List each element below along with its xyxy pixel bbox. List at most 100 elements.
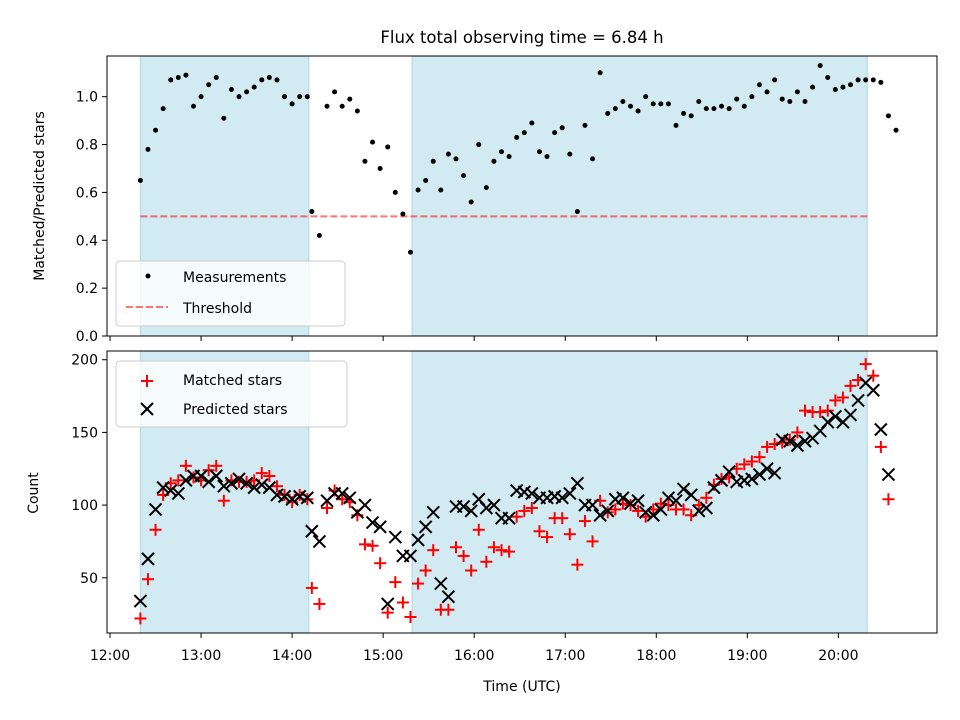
measurement-point (461, 173, 467, 179)
matched-star-point (654, 497, 667, 510)
ratio-panel: 0.0 0.2 0.4 0.6 0.8 1.0 Matched/Predicted sta… (32, 55, 938, 345)
y-tick-label: 0.0 (76, 329, 98, 345)
matched-star-point (134, 612, 147, 625)
measurement-point (802, 98, 808, 104)
predicted-star-point (464, 504, 478, 518)
predicted-star-point (874, 422, 888, 437)
predicted-star-point (828, 409, 843, 424)
predicted-star-points (133, 376, 896, 611)
matched-star-point (700, 491, 713, 504)
measurement-point (688, 113, 694, 119)
matched-star-point (457, 549, 470, 562)
predicted-star-point (563, 486, 577, 501)
measurement-point (304, 94, 310, 100)
measurement-point (153, 127, 159, 133)
matched-star-point (389, 576, 402, 589)
predicted-star-point (411, 533, 425, 547)
matched-star-point (738, 458, 751, 471)
count-legend: Matched stars Predicted stars (115, 360, 348, 428)
measurement-point (175, 75, 181, 81)
matched-star-point (745, 455, 758, 468)
matched-star-point (419, 564, 432, 577)
predicted-star-point (343, 491, 357, 505)
measurement-point (825, 75, 831, 81)
y-tick-label: 0.4 (76, 233, 98, 249)
measurement-point (794, 89, 800, 95)
measurement-point (567, 151, 573, 157)
matched-star-point (495, 544, 508, 557)
x-tick-label: 20:00 (818, 648, 858, 664)
measurement-point (168, 77, 174, 83)
measurement-point (316, 232, 322, 238)
measurement-point (506, 154, 512, 160)
matched-star-point (821, 404, 834, 417)
predicted-star-point (525, 486, 539, 501)
matched-star-point (586, 535, 599, 548)
measurement-point (582, 122, 588, 128)
predicted-star-point (418, 520, 433, 534)
predicted-star-point (555, 491, 569, 505)
measurement-point (468, 199, 474, 205)
predicted-star-point (692, 504, 706, 518)
measurement-point (734, 96, 740, 102)
measurement-point (491, 158, 497, 164)
measurement-point (574, 209, 580, 215)
count-panel: 50 100 150 200 12:00 13:00 14:00 15:00 16:00 17:… (26, 350, 938, 695)
measurement-point (228, 87, 234, 93)
predicted-star-point (654, 502, 668, 517)
measurement-point (597, 70, 603, 76)
predicted-star-point (722, 464, 736, 479)
measurement-point (377, 165, 383, 171)
matched-star-point (578, 515, 591, 528)
measurement-point (236, 94, 242, 100)
legend-threshold-label: Threshold (182, 301, 252, 317)
predicted-star-point (300, 491, 314, 505)
matched-star-point (571, 558, 584, 571)
measurement-point (810, 84, 816, 90)
measurement-point (590, 156, 596, 162)
measurement-point (407, 249, 413, 255)
matched-star-point (761, 440, 774, 453)
predicted-star-point (239, 476, 254, 490)
measurement-point (665, 101, 671, 107)
measurement-point (840, 84, 846, 90)
matched-star-point (480, 555, 493, 568)
y-tick-label: 0.2 (76, 281, 98, 297)
measurement-point (438, 187, 444, 193)
matched-star-point (844, 379, 857, 392)
x-tick-label: 18:00 (636, 648, 676, 664)
y-tick-label: 1.0 (76, 90, 98, 106)
predicted-star-point (247, 480, 261, 495)
predicted-star-point (593, 508, 607, 522)
predicted-star-point (502, 511, 516, 525)
measurement-points (137, 63, 899, 255)
ratio-y-axis-label: Matched/Predicted stars (32, 111, 48, 281)
matched-star-point (859, 358, 872, 371)
predicted-star-point (585, 498, 600, 512)
matched-star-point (313, 597, 326, 610)
measurement-point (536, 149, 542, 155)
x-tick-label: 19:00 (727, 648, 767, 664)
measurement-point (160, 106, 166, 112)
predicted-star-point (881, 467, 896, 482)
matched-star-point (791, 426, 804, 439)
matched-star-point (442, 603, 455, 616)
measurement-point (855, 77, 861, 83)
measurement-point (198, 94, 204, 100)
predicted-star-point (601, 504, 615, 518)
x-tick-label: 14:00 (272, 648, 312, 664)
matched-star-point (829, 394, 842, 407)
measurement-point (483, 185, 489, 191)
x-tick-label: 12:00 (90, 648, 130, 664)
measurement-point (673, 122, 679, 128)
measurement-point (521, 130, 527, 136)
measurement-point (643, 94, 649, 100)
matched-star-point (798, 404, 811, 417)
matched-star-point (374, 557, 387, 570)
matched-star-point (449, 541, 462, 554)
measurement-point (870, 77, 876, 83)
matched-star-point (321, 501, 334, 514)
measurement-point (620, 98, 626, 104)
matched-star-point (412, 577, 425, 590)
measurement-point (756, 82, 762, 88)
